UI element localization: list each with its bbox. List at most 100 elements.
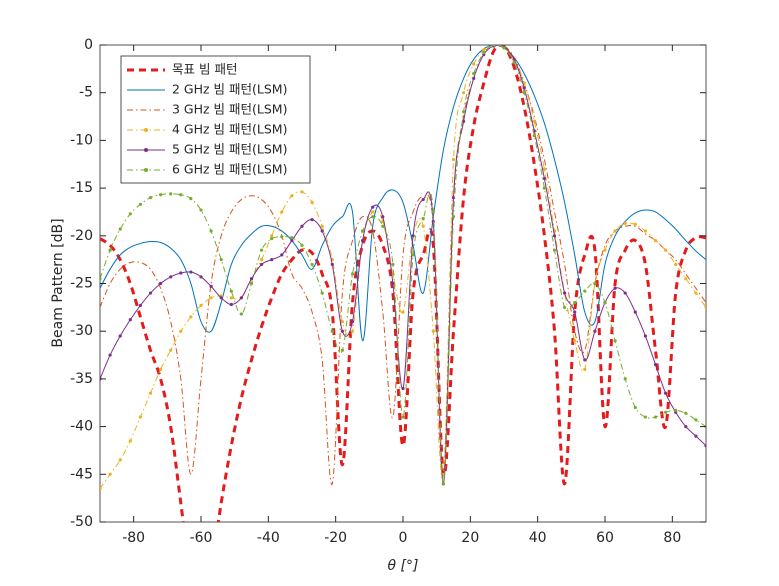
legend-label: 3 GHz 빔 패턴(LSM)	[172, 102, 287, 117]
marker	[371, 205, 375, 209]
series-line	[100, 45, 706, 485]
marker	[451, 215, 456, 219]
marker	[643, 229, 648, 233]
marker	[522, 91, 526, 95]
marker	[330, 329, 334, 333]
marker	[229, 302, 233, 307]
marker	[643, 334, 648, 338]
marker	[148, 391, 153, 395]
x-tick-label: 20	[461, 530, 479, 546]
marker	[361, 229, 365, 233]
marker	[320, 291, 324, 295]
marker	[148, 291, 153, 295]
marker	[583, 358, 587, 362]
marker	[603, 248, 607, 252]
x-tick-label: -80	[122, 530, 145, 546]
marker	[391, 262, 395, 267]
marker	[593, 329, 597, 333]
marker	[128, 439, 132, 443]
y-tick-label: 0	[84, 37, 93, 53]
marker	[169, 192, 173, 196]
marker	[189, 196, 193, 201]
axes: -80 -60 -40 -20 0 20 40 60 80-50-45-40-35-30-25-…	[70, 37, 706, 546]
marker	[118, 458, 122, 462]
y-axis-label: Beam Pattern [dB]	[50, 218, 66, 347]
marker	[633, 222, 637, 226]
marker	[350, 329, 355, 333]
legend-marker	[144, 168, 148, 172]
marker	[310, 200, 314, 205]
marker	[199, 208, 203, 212]
marker	[573, 310, 577, 314]
marker	[583, 367, 587, 371]
marker	[169, 275, 173, 279]
legend: 목표 빔 패턴 2 GHz 빔 패턴(LSM) 3 GHz 빔 패턴(LSM) 4 G…	[120, 55, 311, 184]
marker	[573, 300, 577, 305]
marker	[451, 157, 456, 162]
marker	[512, 60, 516, 64]
marker	[108, 472, 112, 476]
marker	[100, 277, 102, 281]
marker	[472, 62, 476, 66]
series-line	[100, 45, 706, 522]
marker	[563, 291, 567, 295]
marker	[260, 248, 264, 252]
marker	[694, 291, 698, 295]
marker	[320, 229, 324, 233]
marker	[664, 410, 668, 414]
marker	[290, 238, 294, 243]
marker	[138, 303, 142, 308]
marker	[300, 190, 304, 194]
x-tick-label: 40	[529, 530, 547, 546]
marker	[664, 248, 668, 252]
marker	[260, 262, 264, 267]
marker	[189, 315, 193, 319]
marker	[583, 289, 587, 293]
marker	[542, 176, 547, 181]
marker	[280, 210, 284, 214]
marker	[138, 415, 142, 419]
marker	[128, 318, 132, 322]
marker	[199, 275, 203, 279]
marker	[441, 482, 445, 486]
marker	[179, 271, 183, 275]
x-tick-label: -40	[257, 530, 280, 546]
marker	[209, 296, 213, 300]
marker	[633, 310, 637, 314]
marker	[260, 258, 264, 262]
marker	[401, 386, 405, 391]
marker	[623, 221, 627, 225]
marker	[462, 91, 466, 95]
series-line	[100, 45, 706, 342]
marker	[179, 329, 183, 333]
marker	[391, 281, 395, 286]
marker	[330, 262, 334, 267]
marker	[522, 86, 526, 90]
marker	[623, 291, 627, 295]
x-tick-label: -60	[190, 530, 213, 546]
marker	[532, 134, 536, 138]
marker	[219, 296, 223, 300]
marker	[290, 194, 294, 198]
x-axis-label: θ [°]	[388, 558, 419, 574]
marker	[138, 202, 142, 206]
marker	[340, 348, 344, 352]
marker	[401, 415, 405, 419]
x-tick-label: -20	[324, 530, 347, 546]
marker	[603, 300, 607, 305]
marker	[613, 286, 617, 290]
marker	[623, 377, 627, 381]
marker	[613, 339, 617, 343]
marker	[421, 224, 425, 228]
series-line	[100, 45, 706, 485]
marker	[694, 434, 698, 438]
marker	[431, 210, 435, 214]
marker	[239, 296, 243, 300]
y-tick-label: -40	[70, 419, 93, 435]
marker	[421, 217, 425, 221]
marker	[118, 227, 122, 231]
marker	[502, 46, 506, 50]
series-line	[100, 45, 706, 485]
marker	[239, 312, 243, 316]
legend-box	[120, 55, 311, 184]
